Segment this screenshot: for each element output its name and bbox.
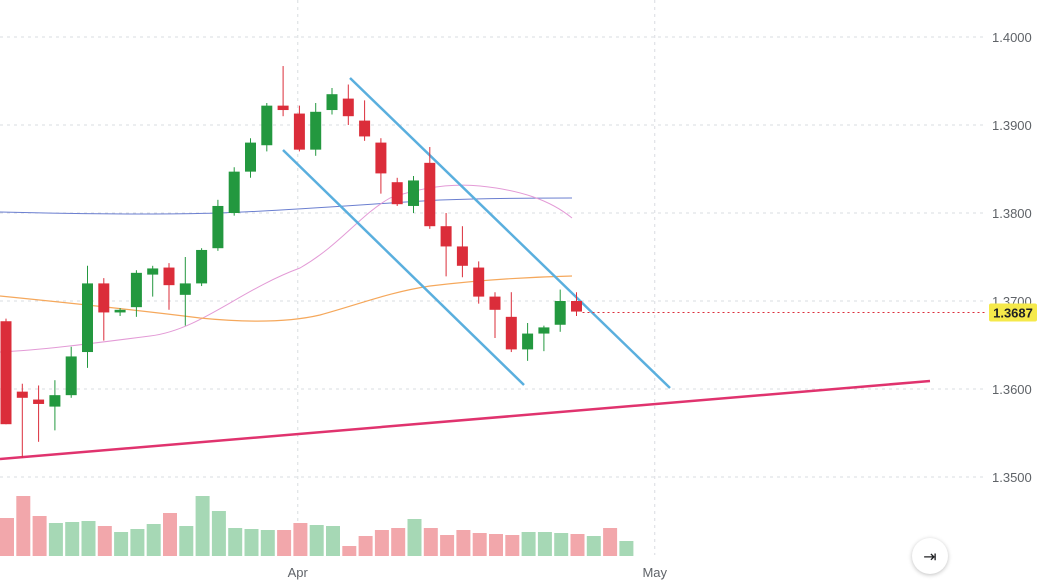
volume-bar — [195, 496, 210, 556]
candle-body — [228, 171, 240, 213]
y-tick-label: 1.3500 — [992, 470, 1032, 485]
candlestick-series — [0, 66, 582, 458]
y-tick-label: 1.3800 — [992, 206, 1032, 221]
volume-bar — [277, 530, 292, 556]
volume-bar — [505, 535, 520, 556]
volume-bar — [211, 511, 226, 556]
grid-lines — [0, 0, 985, 555]
volume-bar — [407, 519, 422, 556]
candle-body — [571, 301, 582, 312]
candle-body — [456, 246, 468, 266]
candle-body — [326, 94, 338, 111]
volume-bar — [358, 536, 373, 556]
volume-bar — [603, 528, 618, 556]
candle-body — [310, 111, 322, 150]
volume-bar — [537, 532, 552, 556]
volume-bar — [32, 516, 47, 556]
last-price-marker: 1.3687 — [582, 303, 1037, 322]
x-axis: Apr May — [288, 565, 668, 580]
volume-bar — [489, 534, 503, 556]
volume-bar — [114, 532, 129, 556]
volume-bar — [456, 530, 471, 556]
volume-bar — [293, 523, 308, 556]
candle-body — [16, 391, 28, 398]
candle-body — [391, 182, 403, 205]
y-tick-label: 1.3600 — [992, 382, 1032, 397]
candle-body — [424, 162, 436, 227]
candle-body — [408, 180, 419, 206]
volume-bar — [472, 533, 487, 556]
candle-body — [65, 356, 77, 396]
candle-body — [440, 226, 452, 247]
y-tick-label: 1.4000 — [992, 30, 1032, 45]
candle-body — [505, 316, 517, 350]
candle-body — [261, 105, 273, 146]
volume-bar — [440, 535, 455, 556]
x-tick-label: Apr — [288, 565, 309, 580]
candle-body — [82, 283, 93, 353]
y-tick-label: 1.3900 — [992, 118, 1032, 133]
scroll-to-realtime-button[interactable]: ⇥ — [912, 538, 948, 574]
arrow-to-end-icon: ⇥ — [923, 546, 937, 566]
volume-bar — [374, 530, 389, 556]
candle-body — [375, 142, 387, 174]
candle-body — [98, 283, 110, 313]
candle-body — [114, 309, 126, 313]
candle-body — [33, 399, 45, 404]
volume-bar — [244, 529, 259, 556]
volume-bar — [179, 526, 194, 556]
volume-bar — [619, 541, 634, 556]
volume-bar — [570, 534, 585, 556]
candle-body — [245, 142, 256, 172]
moving-average-blue-line — [0, 197, 573, 215]
indicator-lines — [0, 77, 931, 461]
last-price-badge — [989, 303, 1037, 322]
channel-lower-line — [282, 149, 525, 386]
volume-bar — [48, 523, 63, 556]
candle-body — [163, 267, 175, 286]
x-tick-label: May — [642, 565, 667, 580]
volume-bar — [423, 528, 438, 556]
last-price-label: 1.3687 — [993, 305, 1033, 320]
candle-body — [473, 267, 485, 297]
candle-body — [489, 296, 501, 310]
volume-bar — [97, 526, 112, 556]
volume-bar — [0, 518, 14, 556]
candle-body — [522, 333, 534, 350]
volume-bar — [65, 522, 80, 556]
support-trend-line — [0, 379, 931, 461]
volume-bar — [146, 524, 161, 556]
volume-bars — [0, 496, 634, 556]
candle-body — [179, 283, 191, 295]
volume-bar — [260, 530, 275, 556]
volume-bar — [586, 536, 601, 556]
volume-bar — [163, 513, 177, 556]
candle-body — [196, 249, 208, 284]
volume-bar — [81, 521, 96, 556]
volume-bar — [521, 532, 536, 556]
candle-body — [49, 395, 61, 407]
candle-body — [0, 321, 12, 425]
volume-bar — [391, 528, 406, 556]
candle-body — [212, 205, 224, 249]
volume-bar — [554, 533, 569, 556]
candle-body — [342, 98, 354, 117]
candle-body — [277, 105, 289, 111]
volume-bar — [16, 496, 31, 556]
candle-body — [147, 268, 159, 275]
candle-body — [293, 113, 305, 150]
volume-bar — [130, 529, 145, 556]
candle-body — [538, 327, 550, 334]
volume-bar — [228, 528, 243, 556]
volume-bar — [309, 525, 324, 556]
volume-bar — [326, 526, 340, 556]
candle-body — [554, 301, 566, 325]
volume-bar — [342, 546, 357, 556]
candle-body — [359, 120, 371, 137]
candle-body — [130, 272, 142, 308]
moving-average-pink-line — [0, 184, 573, 353]
channel-upper-line — [349, 77, 671, 389]
